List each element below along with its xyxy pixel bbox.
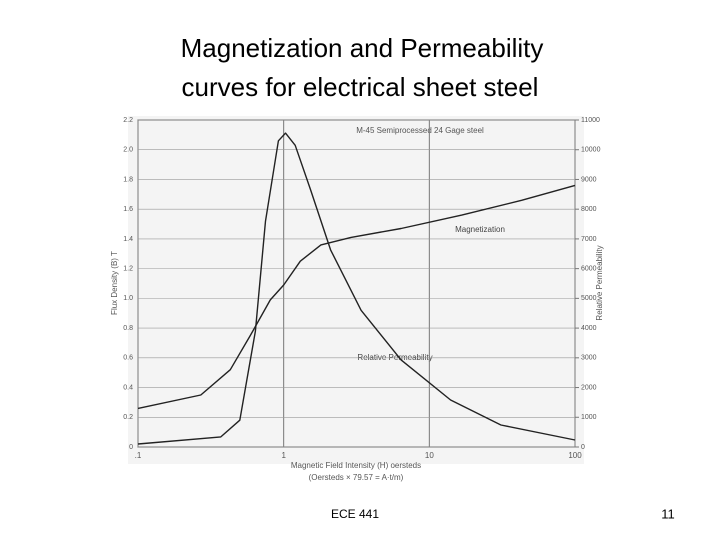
x-tick-label: .1 <box>135 451 142 460</box>
y-tick-label: 0.4 <box>123 384 133 391</box>
y-tick-label: 1.8 <box>123 176 133 183</box>
x-tick-label: 10 <box>425 451 434 460</box>
y2-tick-label: 0 <box>581 444 585 451</box>
y2-tick-label: 8000 <box>581 206 597 213</box>
footer: ECE 441 <box>331 507 379 521</box>
x-tick-label: 100 <box>568 451 582 460</box>
x-axis-label: Magnetic Field Intensity (H) oersteds <box>291 461 421 470</box>
y2-tick-label: 9000 <box>581 176 597 183</box>
y-axis-label: Flux Density (B) T <box>110 251 119 315</box>
slide-title: curves for electrical sheet steel <box>182 72 539 102</box>
y2-tick-label: 1000 <box>581 414 597 421</box>
chart-background <box>128 116 584 464</box>
y2-tick-label: 11000 <box>581 117 600 124</box>
y-tick-label: 0.2 <box>123 414 133 421</box>
y-tick-label: 2.0 <box>123 147 133 154</box>
y-tick-label: 0.8 <box>123 325 133 332</box>
y2-tick-label: 4000 <box>581 325 597 332</box>
annotation: Magnetization <box>455 225 505 234</box>
y2-tick-label: 3000 <box>581 355 597 362</box>
x-tick-label: 1 <box>281 451 286 460</box>
y2-tick-label: 10000 <box>581 147 601 154</box>
y2-tick-label: 2000 <box>581 384 597 391</box>
y-tick-label: 1.6 <box>123 206 133 213</box>
chart-title: M-45 Semiprocessed 24 Gage steel <box>356 126 484 135</box>
y2-tick-label: 7000 <box>581 236 597 243</box>
y2-tick-label: 6000 <box>581 265 597 272</box>
series-line <box>137 184 576 410</box>
slide-title: Magnetization and Permeability <box>181 33 544 63</box>
y2-tick-label: 5000 <box>581 295 597 302</box>
y-tick-label: 2.2 <box>123 117 133 124</box>
y-tick-label: 0 <box>129 444 133 451</box>
y-tick-label: 1.4 <box>123 236 133 243</box>
y-tick-label: 1.0 <box>123 295 133 302</box>
y-tick-label: 1.2 <box>123 265 133 272</box>
y-tick-label: 0.6 <box>123 355 133 362</box>
x-axis-sublabel: (Oersteds × 79.57 = A·t/m) <box>309 473 404 482</box>
series-line <box>137 132 576 445</box>
y2-axis-label: Relative Permeability <box>595 245 604 320</box>
page-number: 11 <box>661 506 675 521</box>
